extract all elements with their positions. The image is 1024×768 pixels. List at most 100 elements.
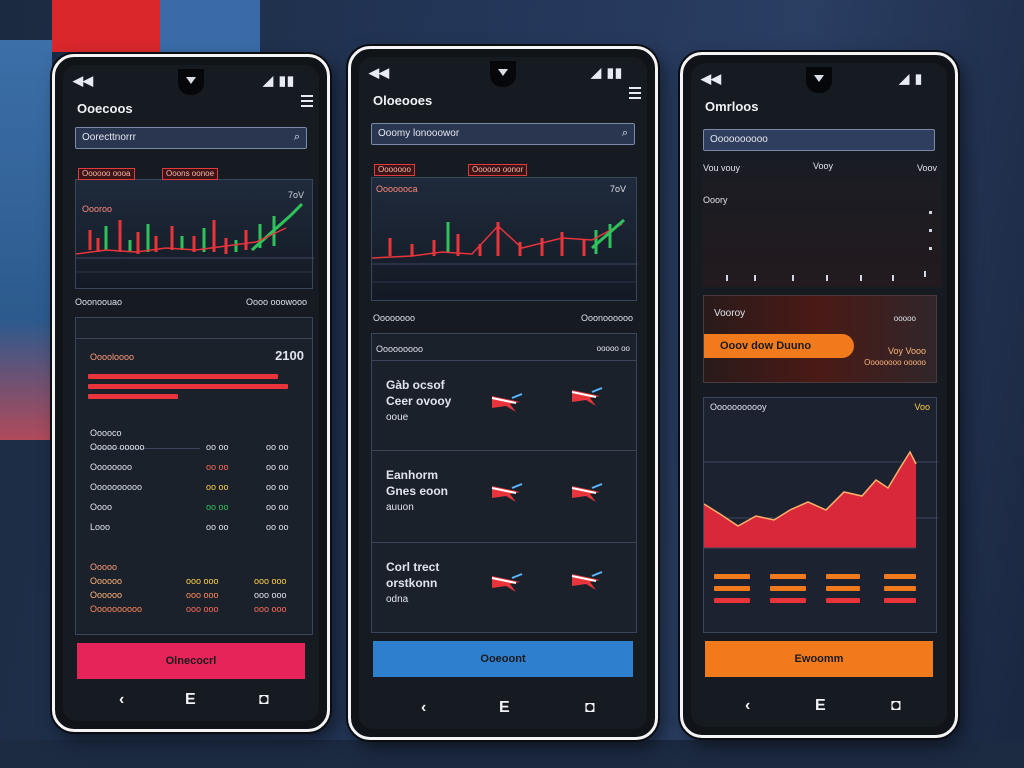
app-title: Ooecoos xyxy=(77,101,133,116)
back-arrows-icon: ◀◀ xyxy=(369,65,389,80)
chart-sub-label: Ooooooca xyxy=(376,184,418,194)
row-name: Oooooooo xyxy=(90,462,133,472)
item-line2: Ceer ovooy xyxy=(386,394,452,408)
magnifier-icon[interactable]: ⌕ xyxy=(293,131,300,143)
list-item[interactable]: Oooooo ooo ooo ooo ooo xyxy=(76,576,314,590)
row-value: oo oo xyxy=(206,502,229,512)
legend-bar xyxy=(770,574,806,579)
notch xyxy=(490,61,516,87)
legend-bar xyxy=(884,574,916,579)
chart-footer-left: Ooonoouao xyxy=(75,297,123,307)
list-item[interactable]: Ooooo ooooo oo oo oo oo xyxy=(76,442,314,458)
nav-home-icon[interactable]: E xyxy=(815,697,826,714)
list-item[interactable]: Oooooooo oo oo oo oo xyxy=(76,462,314,478)
chart-tag: Oooooo oonor xyxy=(468,164,528,176)
nav-back-icon[interactable]: ‹ xyxy=(421,699,427,716)
phone-left-screen: ◀◀ ◢ ▮▮ Ooecoos Oorecttnorrr ⌕ Oooooo oo… xyxy=(63,65,319,721)
search-input[interactable]: Oooooooooo xyxy=(703,129,935,151)
chart-tag: Oooooo oooa xyxy=(78,168,135,180)
primary-action-button[interactable]: Ooeoont xyxy=(373,641,633,677)
progress-bar xyxy=(88,374,278,379)
market-chart[interactable]: Oooooo oooa Ooons oonoe 7oV Oooroo xyxy=(75,168,314,289)
primary-action-button[interactable]: Ewoomm xyxy=(705,641,933,677)
nav-back-icon[interactable]: ‹ xyxy=(119,691,125,708)
notch xyxy=(806,67,832,93)
chart-footer-left: Oooooooo xyxy=(373,313,416,323)
chart-corner-label: 7oV xyxy=(609,184,626,194)
list-item[interactable]: Looo oo oo oo oo xyxy=(76,522,314,538)
item-line1: Gàb ocsof xyxy=(386,378,445,392)
promo-title: Vooroy xyxy=(714,308,746,319)
primary-action-button[interactable]: Olnecocrl xyxy=(77,643,305,679)
chart-tag: Ooooooo xyxy=(374,164,415,176)
item-line3: auuon xyxy=(386,502,414,513)
item-line1: Corl trect xyxy=(386,560,440,574)
nav-recent-icon[interactable]: ◘ xyxy=(891,697,901,714)
navigation-bar: ‹ E ◘ xyxy=(63,689,319,713)
nav-back-icon[interactable]: ‹ xyxy=(745,697,751,714)
divider xyxy=(372,360,636,361)
status-bar: ◀◀ ◢ ▮ xyxy=(701,71,937,87)
legend-bar xyxy=(884,598,916,603)
chart-footer-right: Ooonoooooo xyxy=(580,313,633,323)
market-chart[interactable]: Vou vouy Vooy Voov Ooory xyxy=(703,159,941,287)
search-input[interactable]: Ooomy lonooowor ⌕ xyxy=(371,123,635,145)
card-value: 2100 xyxy=(275,348,304,363)
row-value: oo oo xyxy=(206,522,229,532)
nav-recent-icon[interactable]: ◘ xyxy=(585,699,595,716)
search-text: Ooomy lonooowor xyxy=(378,128,460,139)
signal-battery-icon: ◢ ▮ xyxy=(899,71,923,86)
phone-left: ◀◀ ◢ ▮▮ Ooecoos Oorecttnorrr ⌕ Oooooo oo… xyxy=(52,54,330,732)
chart-footer-right: Oooo ooowooo xyxy=(245,297,307,307)
list-item[interactable]: Gàb ocsof Ceer ovooy ooue xyxy=(372,374,638,444)
list-item[interactable]: Oooooooooo ooo ooo ooo ooo xyxy=(76,604,314,618)
row-value: ooo ooo xyxy=(254,576,287,586)
row-name: Looo xyxy=(90,522,111,532)
card-title: Ooooloooo xyxy=(90,352,135,362)
search-text: Oooooooooo xyxy=(710,134,768,145)
row-name: Ooooo ooooo xyxy=(90,442,145,452)
navigation-bar: ‹ E ◘ xyxy=(359,697,647,721)
nav-recent-icon[interactable]: ◘ xyxy=(259,691,269,708)
list-item[interactable]: Oooo oo oo oo oo xyxy=(76,502,314,518)
row-name: Oooooo xyxy=(90,590,123,600)
promo-right: Voy Vooo xyxy=(887,346,926,356)
promo-highlight: Ooov dow Duuno xyxy=(704,334,854,358)
list-item[interactable]: Oooooo ooo ooo ooo ooo xyxy=(76,590,314,604)
flag-icon xyxy=(491,573,523,592)
row-value: oo oo xyxy=(266,442,289,452)
app-title: Oloeooes xyxy=(373,93,433,108)
menu-icon[interactable] xyxy=(301,95,313,107)
sub-header: Ooooo xyxy=(90,562,118,572)
app-title: Omrloos xyxy=(705,99,759,114)
row-value: oo oo xyxy=(266,482,289,492)
list-item[interactable]: Eanhorm Gnes eoon auuon xyxy=(372,464,638,534)
progress-bar xyxy=(88,394,178,399)
list-title: Ooooooooo xyxy=(376,344,424,354)
background-blue-block xyxy=(160,0,260,52)
progress-bar xyxy=(88,384,288,389)
axis-ticks xyxy=(726,211,932,281)
market-chart[interactable]: Ooooooo Oooooo oonor Ooooooca 7oV xyxy=(371,164,638,301)
legend-bar xyxy=(770,598,806,603)
list-item[interactable]: Oooooooooo oo oo oo oo xyxy=(76,482,314,498)
search-input[interactable]: Oorecttnorrr ⌕ xyxy=(75,127,307,149)
legend-bar xyxy=(826,586,860,591)
item-line2: Gnes eoon xyxy=(386,484,449,498)
background-floor xyxy=(0,740,1024,768)
menu-icon[interactable] xyxy=(629,87,641,99)
area-chart xyxy=(704,450,938,549)
search-text: Oorecttnorrr xyxy=(82,132,136,143)
list-item[interactable]: Corl trect orstkonn odna xyxy=(372,556,638,626)
notch xyxy=(178,69,204,95)
magnifier-icon[interactable]: ⌕ xyxy=(621,127,628,139)
stats-panel: Ooooooooooy Voo xyxy=(703,397,938,633)
signal-battery-icon: ◢ ▮▮ xyxy=(263,73,295,88)
nav-home-icon[interactable]: E xyxy=(185,691,196,708)
promo-banner[interactable]: Vooroy Ooov dow Duuno ooooo Voy Vooo Ooo… xyxy=(703,295,937,383)
phone-center-screen: ◀◀ ◢ ▮▮ Oloeooes Ooomy lonooowor ⌕ Ooooo… xyxy=(359,57,647,729)
nav-home-icon[interactable]: E xyxy=(499,699,510,716)
phone-center: ◀◀ ◢ ▮▮ Oloeooes Ooomy lonooowor ⌕ Ooooo… xyxy=(348,46,658,740)
navigation-bar: ‹ E ◘ xyxy=(691,695,947,719)
divider xyxy=(90,448,200,449)
